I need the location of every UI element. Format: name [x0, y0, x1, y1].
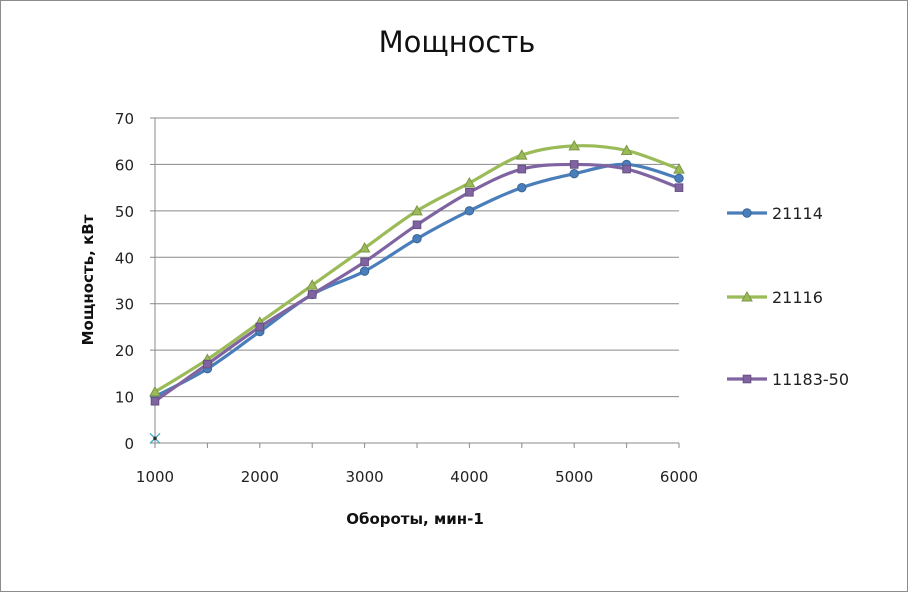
data-point-21116-4500 — [515, 149, 528, 160]
legend: 21114 21116 11183-50 — [727, 204, 849, 389]
data-point-21116-5000 — [568, 139, 581, 151]
series-layer — [149, 139, 685, 444]
x-tick-label: 1000 — [136, 468, 174, 486]
y-tick-label: 0 — [124, 435, 134, 453]
data-point-21114-5000 — [569, 169, 579, 179]
series-21114 — [150, 159, 684, 402]
extra-x-marker — [149, 432, 161, 444]
series-line-21114 — [153, 162, 681, 399]
x-tick-label: 4000 — [450, 468, 488, 486]
data-point-21116-4000 — [463, 176, 476, 188]
legend-label: 21116 — [772, 288, 823, 307]
x-tick-label: 6000 — [660, 468, 698, 486]
y-tick-label: 70 — [115, 110, 134, 128]
legend-label: 21114 — [772, 204, 823, 223]
legend-item-21114: 21114 — [727, 204, 823, 223]
series-line-21116 — [153, 144, 681, 394]
x-tick-label: 5000 — [555, 468, 593, 486]
data-point-21116-3000 — [358, 241, 371, 253]
x-tick-label: 3000 — [346, 468, 384, 486]
x-tick-labels: 1000 2000 3000 4000 5000 6000 — [136, 468, 698, 486]
data-point-21114-3000 — [359, 266, 370, 276]
x-axis-title: Обороты, мин-1 — [346, 510, 484, 528]
data-point-21114-4500 — [517, 182, 527, 193]
legend-swatch-marker — [742, 208, 752, 218]
y-axis-title: Мощность, кВт — [79, 214, 97, 345]
data-point-21116-6000 — [673, 163, 685, 174]
data-point-11183-50-3500 — [412, 220, 422, 230]
data-point-11183-50-5000 — [569, 160, 579, 169]
axes — [150, 117, 680, 448]
data-point-21116-1000 — [149, 385, 161, 397]
data-point-11183-50-4500 — [517, 164, 527, 174]
data-point-21116-5500 — [620, 144, 633, 155]
y-tick-label: 20 — [115, 342, 134, 360]
data-point-21114-3500 — [412, 234, 422, 244]
y-tick-label: 50 — [115, 203, 134, 221]
legend-swatch-marker — [742, 374, 752, 384]
data-point-21116-3500 — [411, 204, 423, 216]
data-point-11183-50-4000 — [465, 187, 474, 197]
legend-swatch-marker — [741, 290, 753, 302]
data-point-21114-6000 — [674, 173, 684, 184]
y-tick-labels: 0 10 20 30 40 50 60 70 — [115, 110, 134, 453]
data-point-11183-50-6000 — [674, 183, 684, 192]
y-tick-label: 10 — [115, 389, 134, 407]
data-point-21114-4000 — [464, 206, 475, 216]
data-point-11183-50-5500 — [622, 164, 631, 174]
chart-title: Мощность — [379, 25, 536, 59]
series-21116 — [149, 139, 685, 397]
series-line-11183-50 — [153, 162, 681, 403]
data-point-11183-50-3000 — [360, 257, 369, 267]
legend-label: 11183-50 — [772, 370, 849, 389]
y-tick-label: 60 — [115, 156, 134, 174]
grid — [155, 117, 679, 398]
legend-item-21116: 21116 — [727, 288, 823, 307]
y-tick-label: 30 — [115, 296, 134, 314]
y-tick-label: 40 — [115, 249, 134, 267]
data-point-11183-50-1000 — [150, 396, 160, 406]
legend-item-11183-50: 11183-50 — [727, 370, 849, 389]
data-point-11183-50-2500 — [307, 290, 317, 299]
series-11183-50 — [150, 160, 684, 406]
data-point-11183-50-1500 — [203, 359, 212, 369]
data-point-11183-50-2000 — [255, 322, 265, 332]
data-point-21116-2500 — [306, 279, 319, 290]
x-tick-label: 2000 — [241, 468, 279, 486]
